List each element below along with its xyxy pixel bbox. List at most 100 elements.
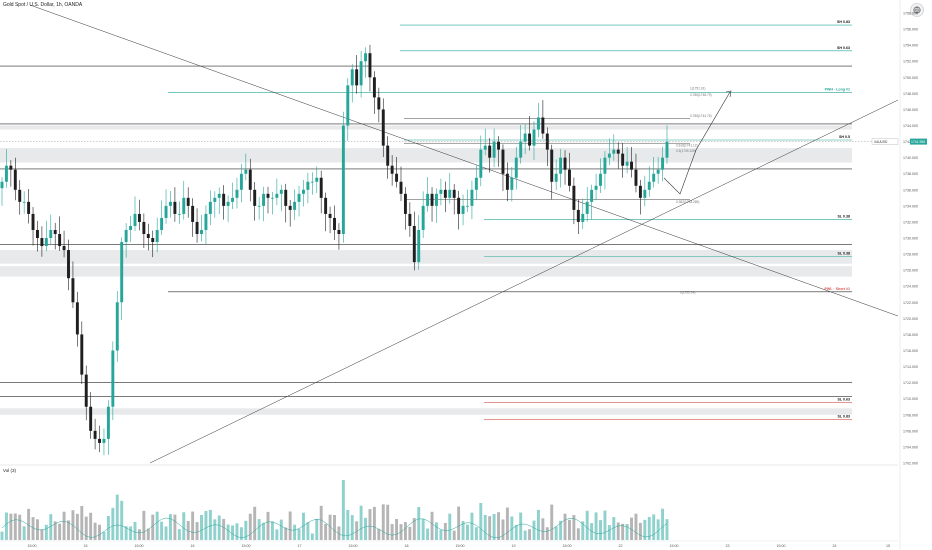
volume-bar — [4, 512, 8, 540]
candle-body — [576, 209, 580, 222]
volume-bar — [466, 524, 469, 540]
time-tick: 15 — [886, 544, 890, 548]
candle-body — [71, 278, 75, 303]
candle-body — [594, 185, 598, 190]
fib-label: 0(1722.04) — [680, 291, 695, 295]
candle-body — [457, 197, 461, 214]
volume-bar — [616, 522, 620, 540]
volume-bar — [568, 519, 571, 540]
time-tick: 15:00 — [28, 544, 37, 548]
volume-bar — [350, 515, 354, 540]
candle-body — [341, 125, 345, 234]
volume-bar — [390, 524, 394, 540]
candle-body — [523, 133, 527, 142]
level-label: SL 0.38 — [837, 251, 850, 255]
volume-bar — [661, 508, 665, 540]
candle-body — [474, 177, 478, 190]
volume-bar — [315, 518, 319, 540]
candle-body — [306, 181, 310, 190]
candle-body — [501, 149, 505, 174]
candle-body — [426, 193, 430, 206]
volume-bar — [514, 525, 518, 540]
candle-body — [0, 181, 4, 189]
volume-bar — [346, 509, 350, 540]
volume-bar — [13, 513, 17, 540]
volume-bar — [200, 514, 203, 540]
candle-body — [173, 201, 177, 214]
volume-bar — [625, 524, 629, 540]
settings-button[interactable] — [910, 3, 924, 17]
candle-body — [284, 189, 288, 206]
time-axis: 15:00 15 15:00 16 15:00 17 15:00 18 15:00 19 15:00… — [0, 540, 898, 548]
volume-bar — [306, 522, 310, 540]
candle-body — [160, 217, 164, 230]
time-tick: 15:00 — [456, 544, 465, 548]
volume-bar — [541, 518, 545, 540]
candle-body — [75, 302, 79, 335]
candle-body — [643, 189, 647, 198]
volume-bar — [497, 512, 500, 540]
volume-bar — [652, 514, 656, 540]
volume-bar — [576, 528, 580, 540]
candle-body — [93, 430, 97, 439]
volume-bar — [93, 522, 97, 540]
candle-body — [58, 234, 62, 247]
candle-body — [137, 213, 141, 222]
volume-bar — [355, 521, 359, 540]
candle-body — [208, 201, 212, 214]
price-tick: 1720.000 — [903, 317, 918, 321]
zone-band — [0, 148, 852, 163]
candle-body — [217, 193, 221, 198]
ascending-trendline — [149, 99, 899, 464]
volume-bar — [510, 516, 514, 540]
globe-icon — [913, 6, 921, 14]
volume-bar — [279, 519, 283, 540]
price-tick: 1702.000 — [903, 462, 918, 466]
candle-body — [177, 213, 181, 215]
volume-bar — [239, 527, 243, 540]
price-tick: 1752.000 — [903, 60, 918, 64]
volume-bar — [115, 494, 119, 540]
volume-bar — [523, 530, 527, 540]
candle-body — [590, 189, 594, 202]
candle-body — [519, 141, 523, 158]
candle-body — [599, 173, 602, 186]
volume-bar — [75, 513, 79, 540]
volume-bar — [643, 519, 647, 540]
current-price-tag — [910, 138, 927, 145]
volume-bar — [0, 531, 4, 540]
candle-body — [554, 173, 558, 182]
candle-body — [195, 221, 199, 234]
volume-bar — [333, 515, 336, 540]
arrow-head — [725, 90, 732, 98]
price-tick: 1724.000 — [903, 285, 918, 289]
candle-body — [111, 350, 115, 407]
time-tick: 15:00 — [777, 544, 786, 548]
candle-body — [27, 201, 31, 214]
candle-body — [488, 145, 492, 158]
candle-body — [293, 201, 297, 210]
fib-label: 0.786(1744.76) — [690, 114, 712, 118]
volume-bar — [430, 511, 434, 540]
candle-body — [585, 201, 589, 214]
volume-bar — [612, 517, 616, 540]
candle-body — [355, 69, 359, 86]
candle-body — [106, 406, 110, 439]
volume-bar — [18, 514, 22, 540]
candle-body — [421, 205, 425, 230]
price-tick: 1756.000 — [903, 28, 918, 32]
volume-bar — [585, 510, 589, 540]
volume-bar — [44, 524, 48, 540]
volume-bar — [160, 521, 164, 540]
candle-body — [288, 205, 292, 210]
volume-bar — [226, 524, 230, 540]
candle-body — [297, 193, 301, 202]
volume-bar — [319, 505, 323, 540]
volume-bar — [528, 529, 532, 540]
volume-bar — [337, 526, 341, 540]
candle-body — [443, 189, 447, 198]
volume-bar — [439, 529, 443, 540]
volume-bar — [27, 508, 31, 540]
volume-bar — [474, 527, 478, 540]
